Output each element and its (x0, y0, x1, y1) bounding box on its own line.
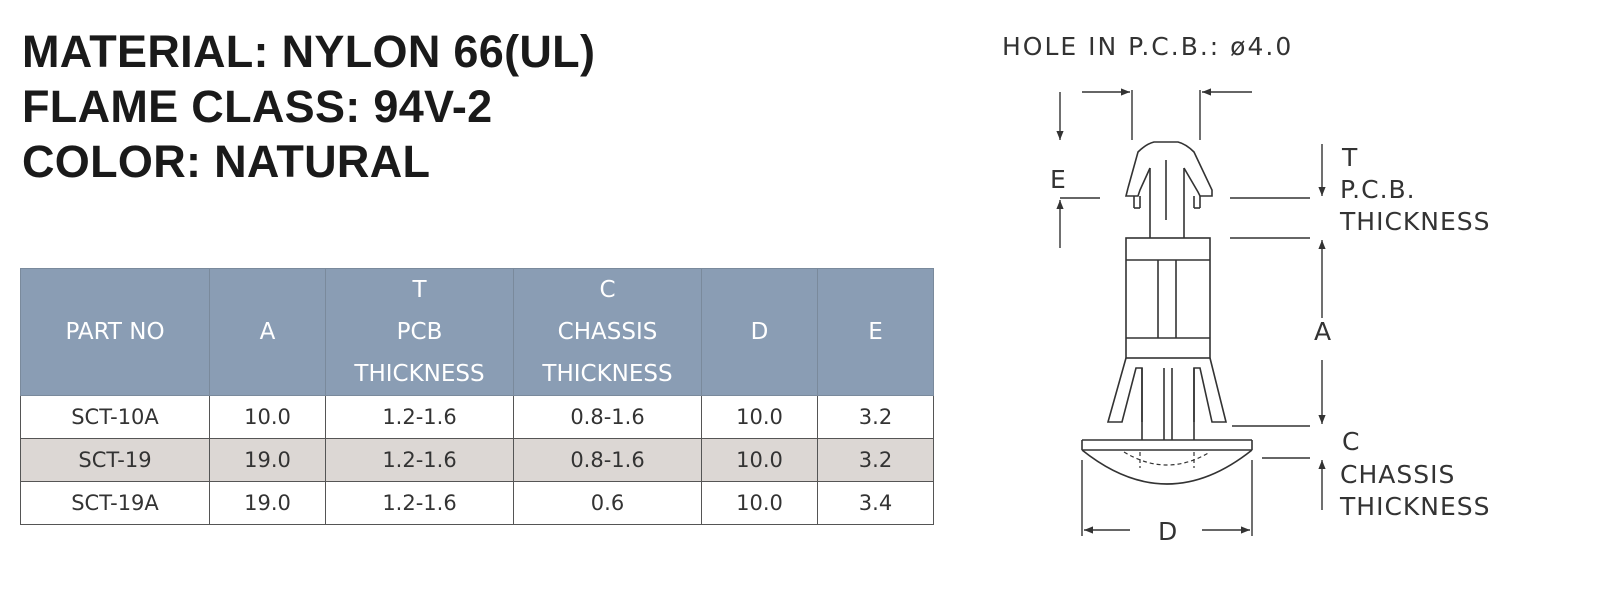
cell-a: 19.0 (209, 481, 326, 525)
cell-c: 0.8-1.6 (513, 395, 702, 439)
cell-a: 19.0 (209, 438, 326, 482)
dimension-lines (1056, 88, 1326, 536)
dim-label-c: C (1342, 427, 1359, 456)
cell-d: 10.0 (701, 438, 818, 482)
cell-c: 0.8-1.6 (513, 438, 702, 482)
hidden-lines (1123, 451, 1211, 468)
header-t-thickness: THICKNESS (354, 361, 485, 387)
header-c-letter: C (599, 277, 616, 303)
table-row: SCT-19A 19.0 1.2-1.6 0.6 10.0 3.4 (20, 481, 934, 525)
cell-e: 3.2 (817, 438, 934, 482)
header-d: D (701, 268, 818, 396)
spec-block: MATERIAL: NYLON 66(UL) FLAME CLASS: 94V-… (22, 24, 595, 189)
header-e: E (817, 268, 934, 396)
cell-d: 10.0 (701, 481, 818, 525)
dim-label-e: E (1050, 165, 1066, 194)
header-e-label: E (868, 319, 883, 345)
dim-label-chassis: CHASSIS (1340, 460, 1455, 489)
dim-label-chassis-thickness: THICKNESS (1339, 492, 1491, 521)
cell-part-no: SCT-19 (20, 438, 210, 482)
dim-label-pcb: P.C.B. (1340, 175, 1416, 204)
cell-part-no: SCT-19A (20, 481, 210, 525)
dim-label-a: A (1314, 317, 1331, 346)
table-row: SCT-19 19.0 1.2-1.6 0.8-1.6 10.0 3.2 (20, 438, 934, 482)
header-a-label: A (259, 319, 276, 345)
cell-e: 3.2 (817, 395, 934, 439)
cell-part-no: SCT-10A (20, 395, 210, 439)
cell-e: 3.4 (817, 481, 934, 525)
header-row: PART NO A T PCB THICKNESS C CHASSIS THIC… (20, 268, 934, 396)
dim-label-d: D (1158, 517, 1177, 546)
cell-t: 1.2-1.6 (325, 438, 514, 482)
table-row: SCT-10A 10.0 1.2-1.6 0.8-1.6 10.0 3.2 (20, 395, 934, 439)
header-c-chassis: CHASSIS (557, 319, 658, 345)
cell-d: 10.0 (701, 395, 818, 439)
header-t-letter: T (412, 277, 427, 303)
color-line: COLOR: NATURAL (22, 136, 431, 187)
dim-label-pcb-thickness: THICKNESS (1339, 207, 1491, 236)
header-part-no: PART NO (20, 268, 210, 396)
hole-label: HOLE IN P.C.B.: ø4.0 (1002, 32, 1293, 61)
cell-t: 1.2-1.6 (325, 481, 514, 525)
parts-table: PART NO A T PCB THICKNESS C CHASSIS THIC… (20, 268, 934, 525)
material-line: MATERIAL: NYLON 66(UL) (22, 26, 596, 77)
header-a: A (209, 268, 326, 396)
dim-label-t: T (1341, 143, 1358, 172)
spacer-outline (1081, 141, 1253, 485)
header-part-no-label: PART NO (65, 319, 165, 345)
header-t-pcb: PCB (396, 319, 443, 345)
header-c: C CHASSIS THICKNESS (513, 268, 702, 396)
header-c-thickness: THICKNESS (542, 361, 673, 387)
flame-class-line: FLAME CLASS: 94V-2 (22, 81, 493, 132)
cell-c: 0.6 (513, 481, 702, 525)
cell-a: 10.0 (209, 395, 326, 439)
header-d-label: D (750, 319, 769, 345)
spacer-drawing: HOLE IN P.C.B.: ø4.0 (1002, 32, 1491, 546)
header-t: T PCB THICKNESS (325, 268, 514, 396)
cell-t: 1.2-1.6 (325, 395, 514, 439)
